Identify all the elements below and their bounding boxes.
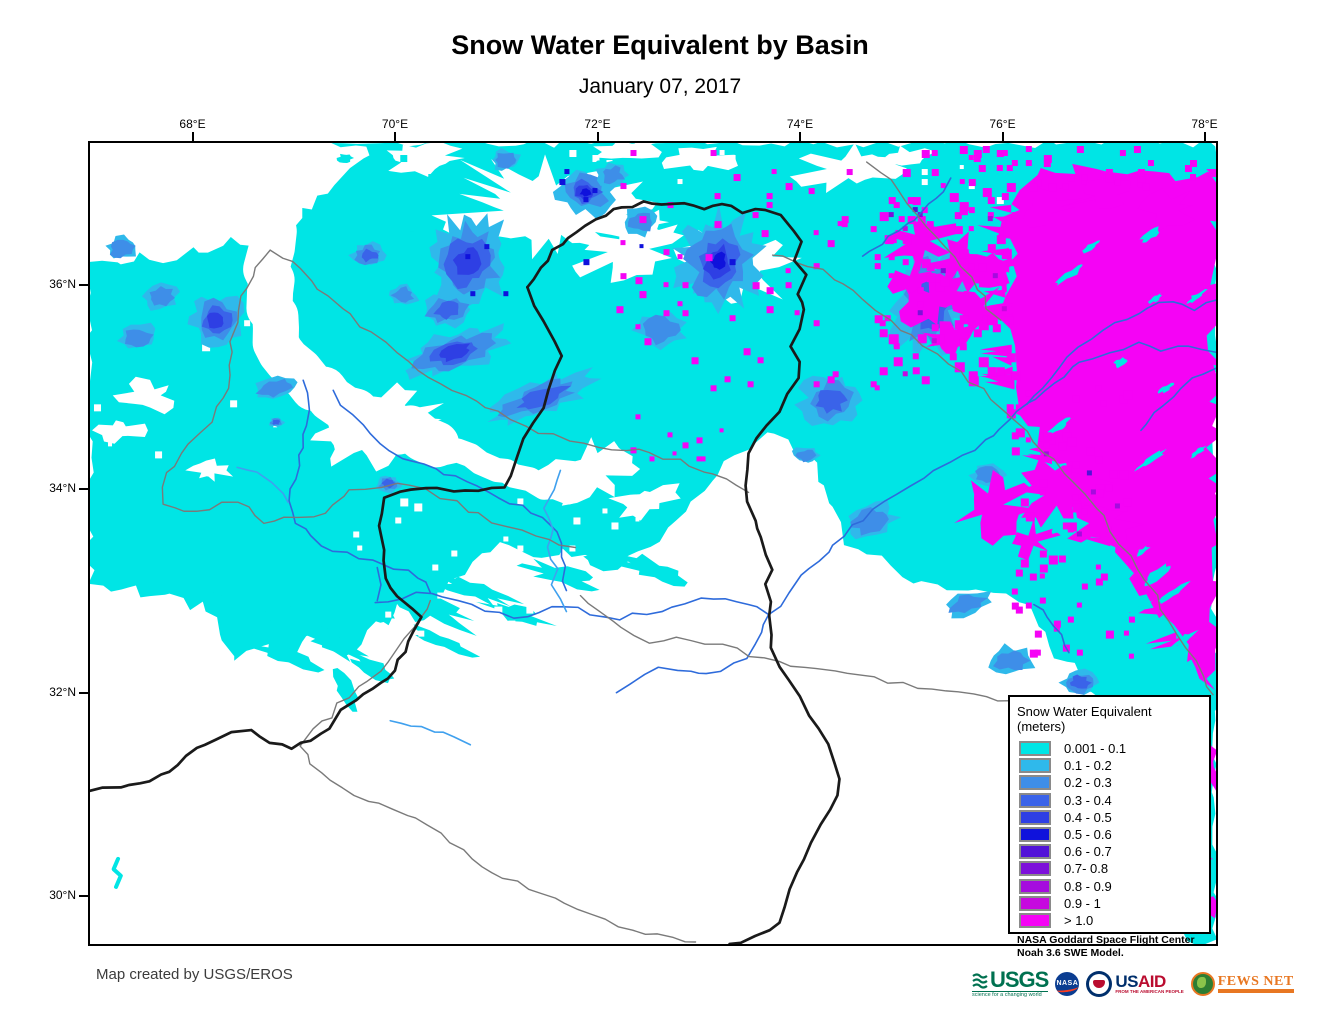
footer-logos: USGS science for a changing world NASA U… (972, 966, 1294, 1002)
fews-net-logo-text: FEWS NET (1217, 974, 1294, 989)
nasa-logo-text: NASA (1056, 980, 1079, 987)
lat-tick-label: 36°N (49, 277, 76, 291)
legend-item-label: > 1.0 (1064, 912, 1094, 928)
lon-tick-label: 72°E (584, 117, 611, 131)
legend-item: 0.8 - 0.9 (1017, 878, 1202, 895)
legend-item: 0.3 - 0.4 (1017, 792, 1202, 809)
legend-item: 0.4 - 0.5 (1017, 809, 1202, 826)
legend-swatch (1019, 758, 1051, 774)
fews-globe-icon (1190, 972, 1215, 996)
legend-item-label: 0.3 - 0.4 (1064, 792, 1112, 808)
lon-tick-label: 70°E (381, 117, 409, 131)
legend-item-label: 0.8 - 0.9 (1064, 878, 1112, 894)
legend-swatch (1019, 775, 1051, 791)
lat-tick-label: 30°N (49, 888, 76, 902)
lon-tick-label: 78°E (1191, 117, 1218, 131)
legend-swatch (1019, 741, 1051, 757)
legend-item: 0.2 - 0.3 (1017, 774, 1202, 791)
usgs-logo: USGS science for a changing world (972, 967, 1049, 998)
legend-swatch (1019, 895, 1051, 911)
legend-item-label: 0.2 - 0.3 (1064, 775, 1112, 791)
lat-tick (79, 895, 88, 897)
legend-source-line: Noah 3.6 SWE Model. (1017, 946, 1124, 959)
legend-swatch (1019, 844, 1051, 860)
lon-tick-label: 74°E (786, 117, 814, 131)
legend-source-line: NASA Goddard Space Flight Center (1017, 934, 1195, 947)
legend-swatch (1019, 878, 1051, 894)
legend-item: 0.1 - 0.2 (1017, 757, 1202, 774)
map-frame (88, 141, 1218, 946)
lat-tick-label: 34°N (49, 481, 76, 495)
legend-swatch (1019, 792, 1051, 808)
legend-item: 0.5 - 0.6 (1017, 826, 1202, 843)
lon-tick (799, 132, 801, 141)
lat-tick (79, 488, 88, 490)
usaid-seal-icon (1086, 971, 1113, 997)
legend-swatch (1019, 827, 1051, 843)
legend-swatch (1019, 861, 1051, 877)
legend-title: Snow Water Equivalent (meters) (1017, 704, 1152, 734)
map-credit: Map created by USGS/EROS (96, 966, 293, 983)
legend-item: 0.9 - 1 (1017, 895, 1202, 912)
legend-item: 0.7- 0.8 (1017, 860, 1202, 877)
legend-items: 0.001 - 0.1 0.1 - 0.2 0.2 - 0.3 0.3 - 0.4 0.… (1017, 740, 1202, 929)
legend-item: 0.6 - 0.7 (1017, 843, 1202, 860)
legend-item-label: 0.1 - 0.2 (1064, 758, 1112, 774)
page-subtitle-date: January 07, 2017 (578, 75, 742, 98)
legend-swatch (1019, 809, 1051, 825)
lat-tick (79, 691, 88, 694)
legend-item-label: 0.7- 0.8 (1064, 861, 1109, 877)
legend-item: 0.001 - 0.1 (1017, 740, 1202, 757)
legend-item-label: 0.4 - 0.5 (1064, 809, 1112, 825)
legend-item-label: 0.9 - 1 (1064, 895, 1101, 911)
lon-tick (596, 132, 599, 141)
usaid-logo: USAID FROM THE AMERICAN PEOPLE (1086, 971, 1184, 997)
map-canvas (90, 143, 1216, 944)
map-legend: Snow Water Equivalent (meters) 0.001 - 0… (1008, 695, 1211, 959)
usgs-wave-icon (972, 973, 988, 989)
lon-tick-label: 76°E (989, 117, 1016, 131)
lon-tick (191, 132, 194, 141)
lon-tick (1203, 132, 1206, 141)
usaid-logo-text: USAID (1115, 972, 1166, 991)
legend-item-label: 0.5 - 0.6 (1064, 827, 1112, 843)
legend-item-label: 0.001 - 0.1 (1064, 741, 1127, 757)
nasa-logo: NASA (1055, 972, 1080, 996)
legend-item: > 1.0 (1017, 912, 1202, 929)
usgs-logo-text: USGS (990, 967, 1049, 992)
usgs-logo-tagline: science for a changing world (972, 991, 1049, 998)
legend-swatch (1019, 912, 1051, 928)
lat-tick (79, 284, 88, 286)
usaid-logo-tagline: FROM THE AMERICAN PEOPLE (1115, 989, 1184, 994)
lon-tick (394, 132, 396, 141)
legend-source-note: NASA Goddard Space Flight Center Noah 3.6… (1017, 934, 1202, 959)
page-title: Snow Water Equivalent by Basin (451, 30, 869, 60)
lon-tick-label: 68°E (179, 117, 206, 131)
fews-net-logo-bar (1217, 989, 1294, 993)
fews-net-logo: FEWS NET (1190, 972, 1294, 996)
lon-tick (1001, 132, 1004, 141)
legend-item-label: 0.6 - 0.7 (1064, 844, 1112, 860)
lat-tick-label: 32°N (49, 684, 76, 699)
